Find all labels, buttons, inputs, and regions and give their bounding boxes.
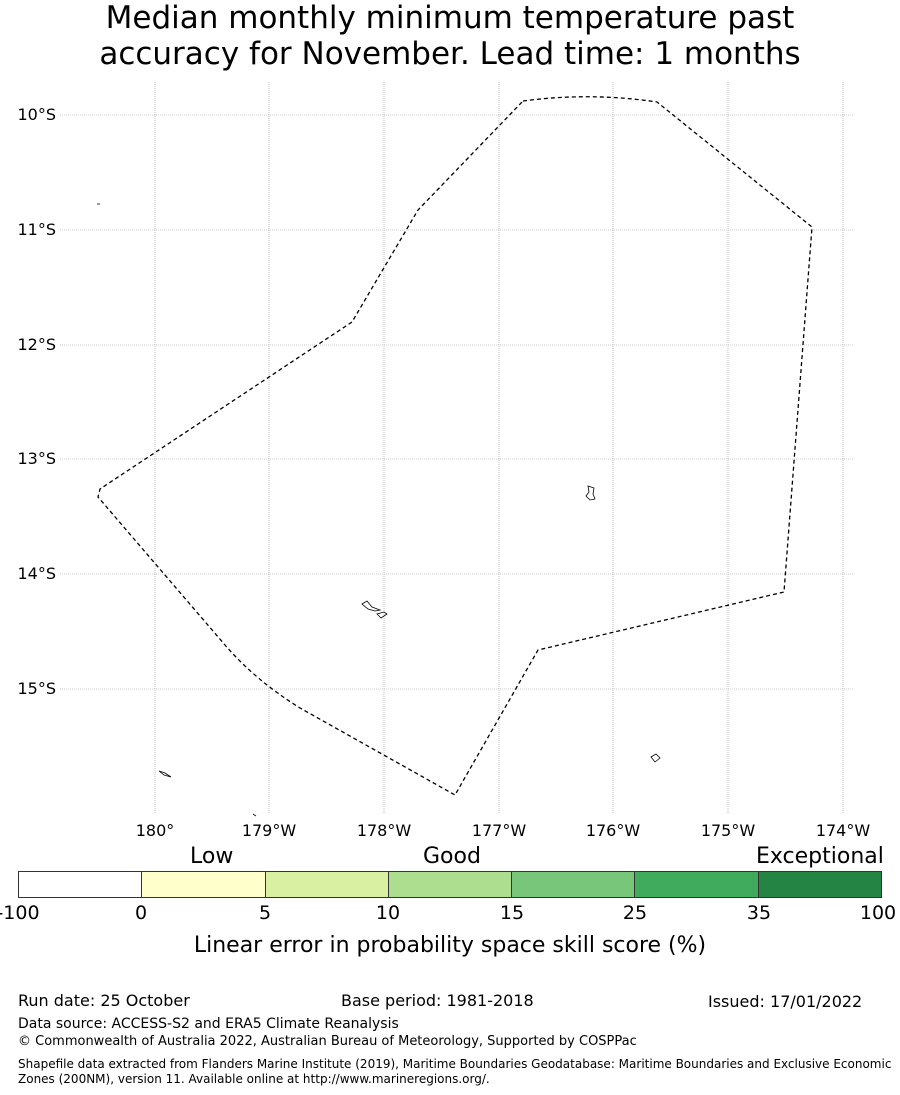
colorbar-segment bbox=[19, 872, 143, 897]
lat-label: 10°S bbox=[17, 105, 56, 124]
run-date: Run date: 25 October bbox=[18, 991, 190, 1010]
issued-date: Issued: 17/01/2022 bbox=[708, 992, 863, 1011]
island-futuna-east bbox=[376, 611, 388, 619]
island-swains bbox=[585, 485, 596, 501]
map-area bbox=[60, 82, 854, 817]
lat-label: 13°S bbox=[17, 449, 56, 468]
colorbar-tick: 15 bbox=[499, 902, 525, 924]
island-dot-south bbox=[252, 813, 257, 817]
colorbar-label: Linear error in probability space skill … bbox=[193, 933, 707, 958]
colorbar-tick: 100 bbox=[859, 902, 897, 924]
chart-title: Median monthly minimum temperature past … bbox=[0, 0, 900, 72]
lon-label: 176°W bbox=[585, 821, 641, 840]
island-tafahi bbox=[650, 753, 661, 763]
colorbar-tick: -100 bbox=[0, 902, 40, 924]
lat-label: 11°S bbox=[17, 220, 56, 239]
colorbar-tick: 5 bbox=[258, 902, 272, 924]
islands bbox=[97, 203, 661, 817]
lat-label: 14°S bbox=[17, 564, 56, 583]
map-gridlines bbox=[60, 82, 854, 814]
lat-label: 15°S bbox=[17, 679, 56, 698]
title-line-2: accuracy for November. Lead time: 1 mont… bbox=[99, 36, 801, 72]
colorbar-tick: 25 bbox=[622, 902, 648, 924]
lon-label: 179°W bbox=[241, 821, 297, 840]
eez-boundary bbox=[97, 96, 813, 796]
lon-label: 178°W bbox=[356, 821, 412, 840]
island-wallis bbox=[361, 600, 382, 612]
colorbar bbox=[18, 871, 882, 898]
colorbar-tick: 35 bbox=[746, 902, 772, 924]
lon-label: 180° bbox=[135, 821, 175, 840]
lon-label: 174°W bbox=[815, 821, 871, 840]
colorbar-segment bbox=[142, 872, 266, 897]
colorbar-segment bbox=[265, 872, 389, 897]
lat-label: 12°S bbox=[17, 335, 56, 354]
island-niuafoou bbox=[158, 770, 172, 778]
category-low: Low bbox=[190, 844, 234, 869]
colorbar-segment bbox=[388, 872, 513, 897]
colorbar-segment bbox=[512, 872, 636, 897]
category-exceptional: Exceptional bbox=[756, 844, 884, 869]
category-good: Good bbox=[423, 844, 481, 869]
colorbar-tick: 10 bbox=[375, 902, 401, 924]
colorbar-segment bbox=[635, 872, 759, 897]
base-period: Base period: 1981-2018 bbox=[341, 991, 534, 1010]
colorbar-tick: 0 bbox=[134, 902, 148, 924]
data-source: Data source: ACCESS-S2 and ERA5 Climate … bbox=[18, 1016, 399, 1032]
shapefile-credit: Shapefile data extracted from Flanders M… bbox=[18, 1057, 892, 1086]
copyright: © Commonwealth of Australia 2022, Austra… bbox=[18, 1034, 637, 1049]
lon-label: 175°W bbox=[700, 821, 756, 840]
lon-label: 177°W bbox=[471, 821, 527, 840]
colorbar-segment bbox=[758, 872, 881, 897]
title-line-1: Median monthly minimum temperature past bbox=[105, 0, 795, 36]
